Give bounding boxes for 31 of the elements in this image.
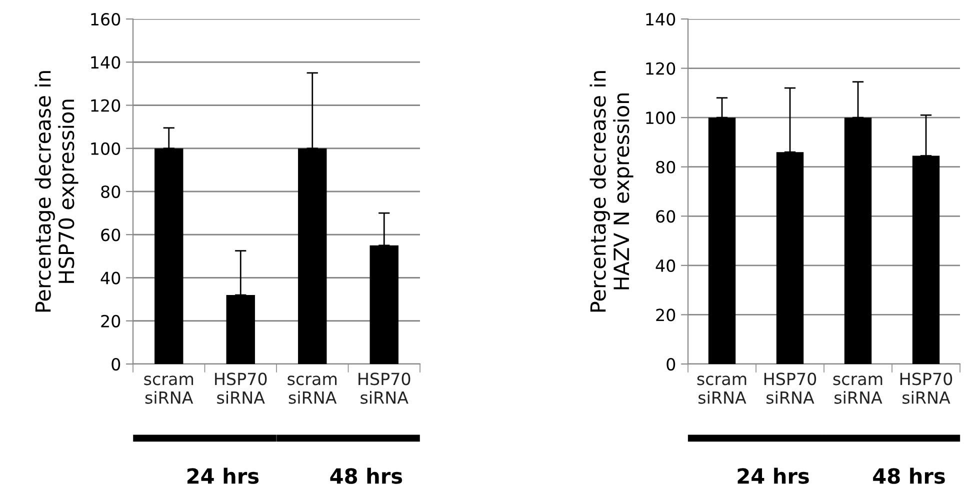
y-tick-label: 20 xyxy=(656,308,676,322)
y-tick-label: 100 xyxy=(646,112,676,124)
x-tick-label: HSP70 siRNA xyxy=(764,372,816,404)
y-tick-label: 120 xyxy=(646,62,676,75)
x-tick-label: HSP70 siRNA xyxy=(358,372,410,404)
y-tick-label: 40 xyxy=(100,272,120,284)
x-tick-label: scram siRNA xyxy=(697,376,746,404)
y-tick-label: 20 xyxy=(101,314,120,328)
x-tick-label: scram siRNA xyxy=(144,376,194,404)
text: 24 hrs xyxy=(738,468,809,484)
y-tick-label: 0 xyxy=(666,358,676,371)
y-tick-label: 140 xyxy=(91,56,120,69)
text: 24 hrs xyxy=(187,468,259,484)
x-tick-label: HSP70 siRNA xyxy=(215,372,267,404)
y-tick-label: 60 xyxy=(101,228,120,242)
y-tick-label: 120 xyxy=(91,99,120,112)
y-tick-label: 80 xyxy=(656,160,676,174)
y-tick-label: 40 xyxy=(656,259,676,272)
y-tick-label: 0 xyxy=(112,358,120,371)
y-tick-label: 60 xyxy=(656,210,676,223)
x-tick-label: scram siRNA xyxy=(833,376,882,404)
text: 48 hrs xyxy=(330,468,402,484)
y-axis-title: Percentage decrease in HSP70 expression xyxy=(34,71,78,312)
text: 48 hrs xyxy=(873,468,945,484)
y-tick-label: 160 xyxy=(91,12,120,26)
y-tick-label: 100 xyxy=(91,142,120,155)
x-tick-label: HSP70 siRNA xyxy=(900,372,952,404)
y-tick-label: 80 xyxy=(101,185,120,198)
y-axis-title: Percentage decrease in HAZV N expression xyxy=(590,71,634,312)
y-tick-label: 140 xyxy=(646,12,676,26)
x-tick-label: scram siRNA xyxy=(288,376,337,404)
